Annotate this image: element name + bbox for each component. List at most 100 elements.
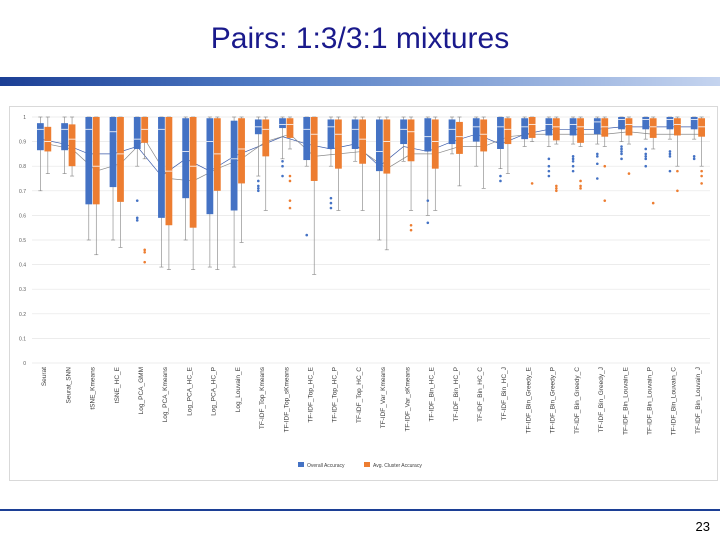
box-body bbox=[141, 117, 149, 143]
boxes bbox=[36, 116, 706, 275]
box-overall bbox=[327, 116, 335, 210]
outlier-point bbox=[700, 169, 703, 173]
box-overall bbox=[85, 116, 93, 241]
box-body bbox=[569, 118, 577, 136]
outlier-point bbox=[571, 169, 575, 173]
x-tick-label: tSNE_HC_E bbox=[114, 366, 121, 403]
box-body bbox=[310, 117, 318, 181]
outlier-point bbox=[579, 184, 582, 188]
box-body bbox=[407, 119, 415, 162]
x-axis-ticks: Seurat Seurat_SNN tSNE_Kmeans tSNE_HC_E Log_… bbox=[41, 366, 702, 435]
y-axis-ticks: 0 0.1 0.2 0.3 0.4 0.5 0.6 0.7 0.8 0.9 1 bbox=[19, 115, 26, 367]
x-tick-label: tSNE_Kmeans bbox=[90, 366, 97, 409]
outlier-point bbox=[596, 177, 599, 180]
outlier-point bbox=[627, 172, 631, 175]
box-cluster bbox=[189, 116, 197, 270]
chart-container: 0 0.1 0.2 0.3 0.4 0.5 0.6 0.7 0.8 0.9 1 Seurat Seur… bbox=[9, 106, 718, 481]
outlier-point bbox=[281, 164, 284, 168]
outlier-point bbox=[409, 228, 413, 232]
box-cluster bbox=[577, 116, 584, 190]
outlier-point bbox=[499, 174, 502, 178]
box-body bbox=[528, 117, 536, 138]
box-overall bbox=[36, 116, 44, 192]
box-body bbox=[521, 118, 529, 140]
box-cluster bbox=[528, 116, 536, 185]
box-overall bbox=[230, 116, 238, 268]
box-cluster bbox=[674, 116, 681, 193]
box-body bbox=[182, 118, 190, 199]
outlier-point bbox=[547, 174, 551, 178]
box-body bbox=[61, 123, 68, 151]
box-cluster bbox=[698, 116, 706, 185]
box-body bbox=[593, 118, 601, 135]
box-overall bbox=[521, 116, 529, 147]
box-overall bbox=[279, 116, 286, 178]
outlier-point bbox=[143, 251, 146, 254]
box-overall bbox=[593, 116, 601, 180]
outlier-point bbox=[555, 184, 558, 188]
y-tick-label: 0.8 bbox=[19, 164, 26, 170]
box-overall bbox=[133, 116, 141, 222]
outlier-point bbox=[603, 199, 607, 202]
box-body bbox=[456, 121, 463, 154]
x-tick-label: TF-IDF_Top_sKmeans bbox=[283, 366, 290, 432]
outlier-point bbox=[603, 164, 607, 168]
outlier-point bbox=[288, 199, 292, 202]
outlier-point bbox=[329, 201, 333, 205]
outlier-point bbox=[143, 260, 146, 264]
box-cluster bbox=[286, 116, 294, 210]
box-body bbox=[674, 118, 681, 136]
outlier-point bbox=[700, 182, 703, 185]
outlier-point bbox=[555, 187, 558, 190]
x-tick-label: TF-IDF_Bin_Louvain_J bbox=[695, 367, 702, 434]
box-overall bbox=[206, 116, 214, 268]
y-tick-label: 0.6 bbox=[19, 213, 26, 219]
outlier-point bbox=[668, 152, 672, 156]
x-tick-label: TF-IDF_Bin_HC_J bbox=[501, 367, 508, 420]
slide-title: Pairs: 1:3/3:1 mixtures bbox=[210, 22, 510, 55]
outlier-point bbox=[426, 221, 430, 225]
mean-lines bbox=[40, 126, 702, 182]
box-overall bbox=[497, 116, 504, 183]
x-tick-label: TF-IDF_Top_HC_P bbox=[332, 367, 339, 423]
box-cluster bbox=[407, 116, 415, 232]
outlier-point bbox=[596, 155, 599, 158]
outlier-point bbox=[409, 223, 413, 227]
box-body bbox=[213, 118, 221, 191]
outlier-point bbox=[676, 189, 679, 193]
outlier-point bbox=[281, 159, 284, 163]
outlier-point bbox=[426, 199, 430, 202]
outlier-point bbox=[257, 184, 260, 188]
box-body bbox=[480, 119, 488, 152]
box-body bbox=[262, 119, 270, 157]
box-body bbox=[359, 119, 367, 164]
box-overall bbox=[690, 116, 698, 161]
legend-swatch bbox=[298, 462, 304, 467]
x-tick-label: Log_PCA_Kmeans bbox=[162, 366, 169, 422]
box-body bbox=[189, 117, 197, 228]
outlier-point bbox=[135, 199, 139, 202]
outlier-point bbox=[257, 187, 260, 190]
box-body bbox=[431, 119, 439, 169]
x-tick-label: TF-IDF_Var_Kmeans bbox=[380, 366, 387, 428]
box-overall bbox=[400, 116, 407, 162]
box-body bbox=[117, 117, 124, 202]
page-number: 23 bbox=[695, 519, 710, 534]
y-tick-label: 0.2 bbox=[19, 312, 26, 318]
title-accent-bar bbox=[0, 77, 720, 86]
box-body bbox=[158, 117, 165, 218]
box-body bbox=[649, 118, 657, 138]
box-body bbox=[375, 119, 383, 172]
x-tick-label: TF-IDF_Top_HC_C bbox=[356, 367, 363, 423]
box-overall bbox=[618, 116, 625, 161]
outlier-point bbox=[547, 157, 551, 161]
outlier-point bbox=[692, 157, 696, 161]
outlier-point bbox=[579, 187, 582, 190]
box-overall bbox=[569, 116, 577, 173]
x-tick-label: TF-IDF_Top_HC_E bbox=[307, 366, 314, 422]
x-tick-label: TF-IDF_Bin_Greedy_C bbox=[574, 367, 581, 434]
y-tick-label: 0.1 bbox=[19, 336, 26, 342]
outlier-point bbox=[644, 152, 648, 156]
outlier-point bbox=[620, 157, 623, 161]
box-body bbox=[690, 117, 698, 130]
